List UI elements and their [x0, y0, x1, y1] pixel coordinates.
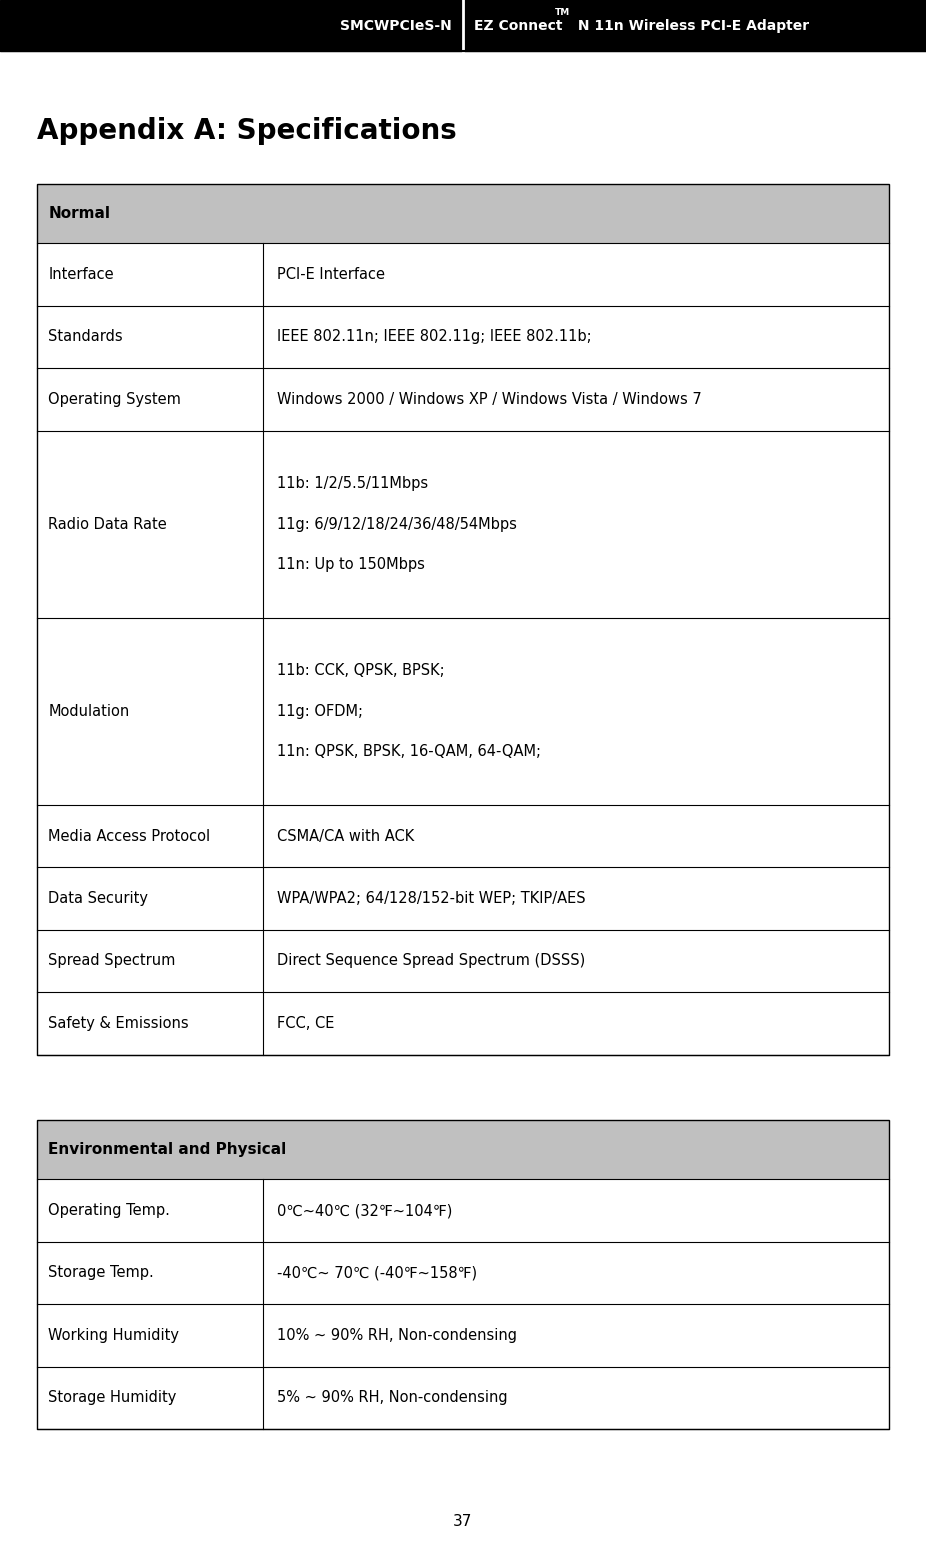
Bar [37, 1120, 889, 1179]
Text: Operating System: Operating System [48, 392, 181, 407]
Bar [37, 184, 889, 243]
Text: FCC, CE: FCC, CE [277, 1016, 334, 1031]
Text: Safety & Emissions: Safety & Emissions [48, 1016, 189, 1031]
Text: 11g: OFDM;: 11g: OFDM; [277, 704, 363, 719]
Text: Data Security: Data Security [48, 891, 148, 906]
Text: CSMA/CA with ACK: CSMA/CA with ACK [277, 828, 414, 844]
Text: Environmental and Physical: Environmental and Physical [48, 1142, 286, 1158]
Text: Modulation: Modulation [48, 704, 130, 719]
Text: 11n: QPSK, BPSK, 16-QAM, 64-QAM;: 11n: QPSK, BPSK, 16-QAM, 64-QAM; [277, 744, 541, 760]
Text: TM: TM [555, 8, 569, 17]
Text: 10% ~ 90% RH, Non-condensing: 10% ~ 90% RH, Non-condensing [277, 1328, 517, 1343]
Text: 11b: CCK, QPSK, BPSK;: 11b: CCK, QPSK, BPSK; [277, 663, 444, 679]
Text: 5% ~ 90% RH, Non-condensing: 5% ~ 90% RH, Non-condensing [277, 1390, 507, 1406]
Text: Standards: Standards [48, 329, 123, 345]
Text: Radio Data Rate: Radio Data Rate [48, 516, 167, 532]
Text: Operating Temp.: Operating Temp. [48, 1203, 170, 1218]
Text: Windows 2000 / Windows XP / Windows Vista / Windows 7: Windows 2000 / Windows XP / Windows Vist… [277, 392, 701, 407]
Text: 11g: 6/9/12/18/24/36/48/54Mbps: 11g: 6/9/12/18/24/36/48/54Mbps [277, 516, 517, 532]
Text: 37: 37 [454, 1513, 472, 1529]
Text: Normal: Normal [48, 206, 110, 222]
Bar [37, 184, 889, 1055]
Text: -40℃~ 70℃ (-40℉~158℉): -40℃~ 70℃ (-40℉~158℉) [277, 1265, 477, 1281]
Text: Spread Spectrum: Spread Spectrum [48, 953, 176, 969]
Text: Media Access Protocol: Media Access Protocol [48, 828, 210, 844]
Text: WPA/WPA2; 64/128/152-bit WEP; TKIP/AES: WPA/WPA2; 64/128/152-bit WEP; TKIP/AES [277, 891, 585, 906]
Bar [0, 0, 926, 51]
Text: 11n: Up to 150Mbps: 11n: Up to 150Mbps [277, 557, 424, 573]
Text: Storage Temp.: Storage Temp. [48, 1265, 154, 1281]
Bar [37, 1120, 889, 1429]
Text: IEEE 802.11n; IEEE 802.11g; IEEE 802.11b;: IEEE 802.11n; IEEE 802.11g; IEEE 802.11b… [277, 329, 592, 345]
Text: 11b: 1/2/5.5/11Mbps: 11b: 1/2/5.5/11Mbps [277, 476, 428, 491]
Text: EZ Connect: EZ Connect [474, 19, 563, 33]
Text: SMCWPCIeS-N: SMCWPCIeS-N [340, 19, 452, 33]
Text: Appendix A: Specifications: Appendix A: Specifications [37, 117, 457, 145]
Text: PCI-E Interface: PCI-E Interface [277, 267, 384, 282]
Text: Storage Humidity: Storage Humidity [48, 1390, 177, 1406]
Text: Working Humidity: Working Humidity [48, 1328, 179, 1343]
Text: N 11n Wireless PCI-E Adapter: N 11n Wireless PCI-E Adapter [573, 19, 809, 33]
Text: Direct Sequence Spread Spectrum (DSSS): Direct Sequence Spread Spectrum (DSSS) [277, 953, 585, 969]
Text: Interface: Interface [48, 267, 114, 282]
Text: 0℃~40℃ (32℉~104℉): 0℃~40℃ (32℉~104℉) [277, 1203, 452, 1218]
